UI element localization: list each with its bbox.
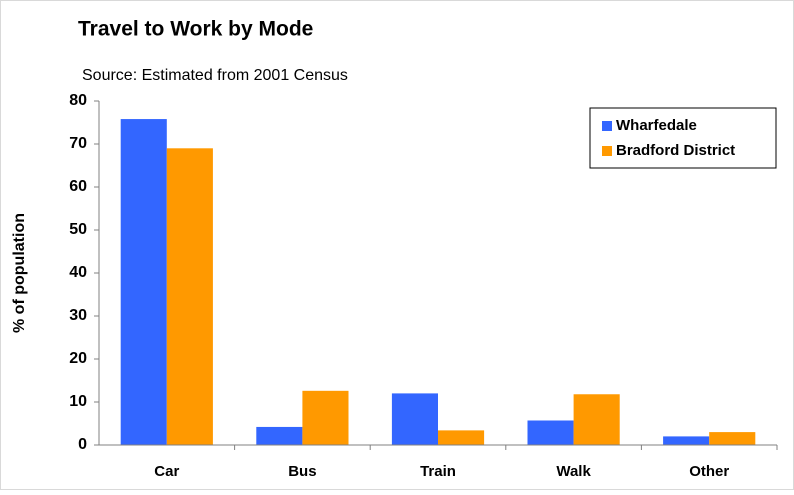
y-tick-label: 60 xyxy=(69,178,87,195)
bar xyxy=(573,394,620,445)
y-tick-label: 50 xyxy=(69,221,87,238)
bar xyxy=(302,390,349,445)
legend-box xyxy=(589,107,777,169)
legend-swatch xyxy=(602,146,612,156)
legend-label: Wharfedale xyxy=(616,117,697,134)
y-tick-label: 30 xyxy=(69,307,87,324)
chart-subtitle: Source: Estimated from 2001 Census xyxy=(82,67,348,84)
y-tick-label: 40 xyxy=(69,264,87,281)
x-tick-label: Car xyxy=(154,463,179,480)
bar xyxy=(438,430,485,445)
y-tick-label: 80 xyxy=(69,92,87,109)
y-tick-label: 0 xyxy=(78,436,87,453)
y-tick-label: 20 xyxy=(69,350,87,367)
legend-swatch xyxy=(602,121,612,131)
x-tick-label: Bus xyxy=(288,463,316,480)
y-tick-label: 70 xyxy=(69,135,87,152)
bar xyxy=(527,420,574,445)
bar xyxy=(166,148,213,446)
x-tick-label: Train xyxy=(420,463,456,480)
bar xyxy=(663,436,710,445)
x-tick-label: Walk xyxy=(556,463,591,480)
y-axis-label: % of population xyxy=(11,213,28,333)
legend-label: Bradford District xyxy=(616,142,735,159)
bar xyxy=(391,393,438,445)
bar xyxy=(256,426,303,445)
bar xyxy=(120,119,167,445)
x-tick-label: Other xyxy=(689,463,729,480)
y-tick-label: 10 xyxy=(69,393,87,410)
bar xyxy=(709,432,756,445)
chart-title: Travel to Work by Mode xyxy=(78,18,313,41)
